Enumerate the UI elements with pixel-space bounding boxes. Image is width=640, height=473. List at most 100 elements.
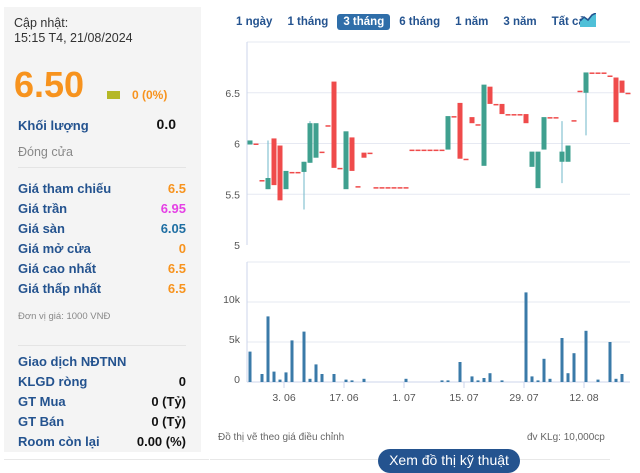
candle [403, 187, 409, 189]
candle [559, 151, 565, 162]
candle [379, 187, 385, 189]
volume-bar [542, 358, 546, 382]
info-row-value: 6.95 [160, 201, 186, 216]
foreign-row-value: 0.00 (%) [136, 434, 186, 449]
volume-bar [344, 379, 348, 382]
volume-bar [278, 379, 282, 382]
candle [349, 137, 355, 171]
candle [289, 171, 295, 174]
volume-bar [476, 380, 480, 382]
candle [433, 149, 439, 152]
candle [523, 114, 529, 124]
info-row-label: Giá tham chiếu [18, 181, 112, 196]
info-row-label: Giá trần [18, 201, 68, 216]
candle [367, 152, 373, 155]
candle [553, 117, 559, 119]
volume-bar [314, 364, 318, 382]
volume-bar [260, 374, 264, 382]
info-row-value: 0 [178, 241, 186, 256]
candle [271, 138, 277, 186]
tab-period[interactable]: 1 ngày [236, 16, 273, 28]
candle [469, 117, 475, 124]
volume-tick-label: 0 [234, 374, 240, 386]
price-unit: Đơn vị giá: 1000 VNĐ [18, 311, 111, 322]
volume-bar [362, 378, 366, 382]
market-status: Đóng cửa [18, 145, 73, 159]
volume-bar [566, 373, 570, 382]
x-tick-label: 12. 08 [569, 392, 598, 404]
volume-bar [482, 378, 486, 382]
price-tick-label: 5.5 [225, 189, 240, 201]
candle [301, 161, 307, 172]
volume-bar [458, 362, 462, 382]
info-row-value: 6.5 [167, 261, 186, 276]
candle [295, 171, 301, 174]
tab-period[interactable]: 1 năm [455, 16, 489, 28]
x-tick-label: 3. 06 [272, 392, 296, 404]
info-row-value: 6.5 [167, 181, 186, 196]
foreign-trade-title: Giao dịch NĐTNN [18, 354, 127, 369]
candle [547, 117, 553, 119]
candle [253, 143, 259, 145]
candle [265, 178, 271, 190]
info-row-label: Giá sàn [18, 221, 65, 236]
volume-bar [572, 353, 576, 382]
candle [247, 140, 253, 145]
candle [517, 114, 523, 116]
candle [595, 72, 601, 74]
chart-note: Đồ thị vẽ theo giá điều chỉnh [218, 432, 345, 443]
candle [601, 72, 607, 74]
candle [415, 149, 421, 152]
candle [397, 187, 403, 189]
volume-bar [320, 374, 324, 382]
price-tick-label: 5 [234, 240, 240, 252]
candle [463, 158, 469, 161]
area-chart-icon[interactable] [579, 12, 597, 32]
stock-chart: 5 5.5 6 6.5 0 5k 10k 3. 06 17. 06 1. 07 15. 07 29. … [223, 41, 631, 404]
candle [451, 116, 457, 118]
unchanged-flag-icon [107, 91, 120, 99]
volume-bar [440, 380, 444, 382]
candle [259, 180, 265, 182]
stock-info-panel [4, 7, 201, 452]
candle [343, 131, 349, 190]
candle [535, 151, 541, 189]
info-row-label: Giá mở cửa [18, 241, 91, 256]
candle [355, 186, 361, 188]
technical-chart-button[interactable]: Xem đồ thị kỹ thuật [378, 449, 520, 473]
foreign-row-value: 0 (Tỷ) [151, 394, 186, 409]
tab-period[interactable]: 3 năm [503, 16, 537, 28]
divider [18, 345, 186, 346]
x-tick-label: 1. 07 [392, 392, 416, 404]
candle [499, 103, 505, 115]
candle [283, 170, 289, 190]
divider [18, 167, 186, 168]
volume-tick-label: 5k [229, 334, 241, 346]
info-row-label: Giá thấp nhất [18, 281, 102, 296]
candle [541, 117, 547, 150]
tab-period[interactable]: 6 tháng [399, 16, 441, 28]
tab-period[interactable]: 3 tháng [337, 14, 391, 30]
info-row-value: 6.05 [160, 221, 186, 236]
candle [571, 120, 577, 122]
candle [583, 72, 589, 93]
candle [475, 124, 481, 126]
candle [625, 92, 631, 95]
volume-bar [350, 380, 354, 382]
candle [577, 90, 583, 93]
foreign-row-value: 0 [178, 374, 186, 389]
volume-bar [266, 316, 270, 382]
candle [511, 114, 517, 116]
volume-bar [404, 378, 408, 382]
volume-tick-label: 10k [223, 294, 241, 306]
volume-bar [524, 292, 528, 382]
candle [589, 72, 595, 74]
divider [4, 459, 209, 460]
foreign-row-label: GT Mua [18, 394, 66, 409]
volume-bar [530, 376, 534, 382]
tab-period[interactable]: 1 tháng [287, 16, 329, 28]
tab-period[interactable]: Tất cả [551, 16, 585, 28]
volume-bar [284, 372, 288, 382]
candle [361, 152, 367, 158]
candle [439, 149, 445, 152]
